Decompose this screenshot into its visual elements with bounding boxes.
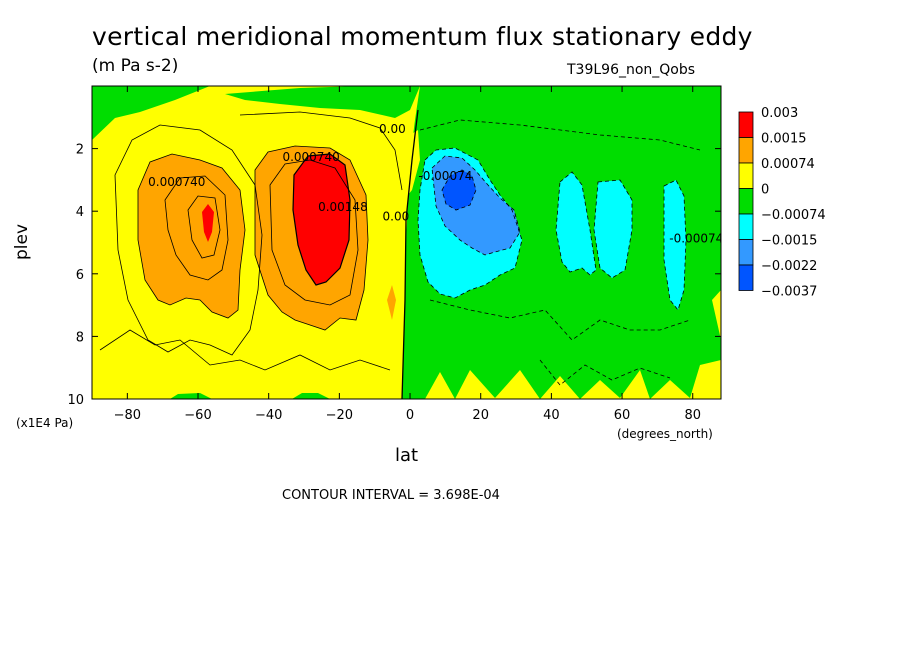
x-axis: −80 −60 −40 −20 0 20 40 60 80: [114, 86, 701, 423]
x-tick-label: −40: [255, 408, 282, 423]
contour-label: 0.00148: [318, 200, 368, 214]
colorbar-label: 0.00074: [761, 157, 815, 172]
fill-green-topleft: [92, 86, 210, 140]
fill-cyan-nh-lobe-3: [594, 180, 632, 278]
contour-line-sh-lower: [99, 329, 391, 371]
colorbar-label: 0.003: [761, 106, 798, 121]
colorbar-label: −0.00074: [761, 208, 826, 223]
y-axis-units: (x1E4 Pa): [16, 416, 74, 430]
y-tick-label: 10: [67, 393, 84, 408]
y-tick-label: 2: [76, 143, 84, 158]
contour-line-lobe-1-b: [164, 175, 229, 281]
x-tick-label: 0: [406, 408, 414, 423]
contour-line-nh-blue: [431, 155, 521, 256]
y-tick-label: 6: [76, 268, 84, 283]
contour-line-zero-upper: [239, 111, 403, 191]
colorbar-swatch: [738, 162, 754, 189]
fill-cyan-nh-lobe-2: [556, 172, 596, 275]
colorbar-swatch: [738, 264, 754, 291]
y-axis: 2 4 6 8 10: [67, 143, 721, 408]
contour-labels: 0.00 0.000740 0.000740 0.00148 0.00 -0.00074 -…: [148, 122, 723, 246]
colorbar-swatch: [738, 111, 754, 138]
contour-line-nh-wide-1: [419, 119, 701, 151]
x-tick-label: −60: [184, 408, 211, 423]
colorbar-label: −0.0037: [761, 285, 817, 300]
colorbar-label: −0.0022: [761, 259, 817, 274]
contour-label: 0.00: [379, 122, 406, 136]
run-name: T39L96_non_Qobs: [567, 62, 696, 78]
fill-red-core-1: [202, 204, 214, 242]
colorbar-swatch: [738, 188, 754, 215]
x-tick-label: −20: [326, 408, 353, 423]
contour-line-lobe-1-outer: [114, 124, 263, 356]
x-tick-label: 80: [684, 408, 701, 423]
contour-line-nh-lobe-3: [593, 179, 633, 279]
contour-line-zero-equator: [401, 109, 419, 399]
contour-label: 0.00: [383, 210, 410, 224]
filled-contours: 0.00 0.000740 0.000740 0.00148 0.00 -0.00074 -…: [92, 86, 723, 399]
x-tick-label: 40: [543, 408, 560, 423]
contour-interval-note: CONTOUR INTERVAL = 3.698E-04: [282, 488, 500, 503]
fill-green-bottom-mid: [292, 393, 330, 399]
fill-red-core-2: [293, 154, 350, 285]
chart-units: (m Pa s-2): [92, 56, 179, 76]
contour-line-lobe-2-b: [269, 159, 359, 306]
x-tick-label: −80: [114, 408, 141, 423]
contour-label: -0.00074: [669, 232, 723, 246]
colorbar-legend: 0.003 0.0015 0.00074 0 −0.00074 −0.0015 −0.002…: [738, 106, 826, 300]
x-tick-label: 60: [614, 408, 631, 423]
plot-frame: [91, 85, 722, 400]
contour-label: 0.000740: [282, 150, 339, 164]
contour-line-nh-core: [441, 169, 477, 211]
colorbar-swatch: [738, 239, 754, 266]
colorbar-swatch: [738, 137, 754, 164]
x-tick-label: 20: [472, 408, 489, 423]
y-tick-label: 8: [76, 330, 84, 345]
contour-lines: [99, 109, 701, 399]
contour-line-lobe-1-c: [187, 195, 221, 259]
chart-title: vertical meridional momentum flux statio…: [92, 22, 753, 51]
x-axis-units: (degrees_north): [617, 427, 713, 441]
fill-orange-diamond: [387, 285, 396, 320]
contour-line-nh-main-outer: [417, 147, 523, 299]
colorbar-swatch: [738, 213, 754, 240]
fill-green-topcenter: [225, 86, 420, 118]
fill-cyan-nh-lobe-4: [664, 180, 686, 310]
colorbar-label: −0.0015: [761, 234, 817, 249]
x-axis-label: lat: [395, 445, 419, 466]
contour-line-red-core-2: [292, 153, 351, 286]
contour-line-lobe-2-a: [254, 145, 369, 331]
contour-label: 0.000740: [148, 175, 205, 189]
y-tick-label: 4: [76, 205, 84, 220]
contour-line-nh-wide-3: [539, 359, 671, 386]
colorbar-label: 0.0015: [761, 132, 807, 147]
contour-line-lobe-1-a: [137, 153, 246, 319]
fill-green-bottom-sh: [170, 393, 212, 399]
contour-label: -0.00074: [418, 169, 472, 183]
fill-darkblue-core: [442, 170, 476, 210]
colorbar-label: 0: [761, 183, 769, 198]
